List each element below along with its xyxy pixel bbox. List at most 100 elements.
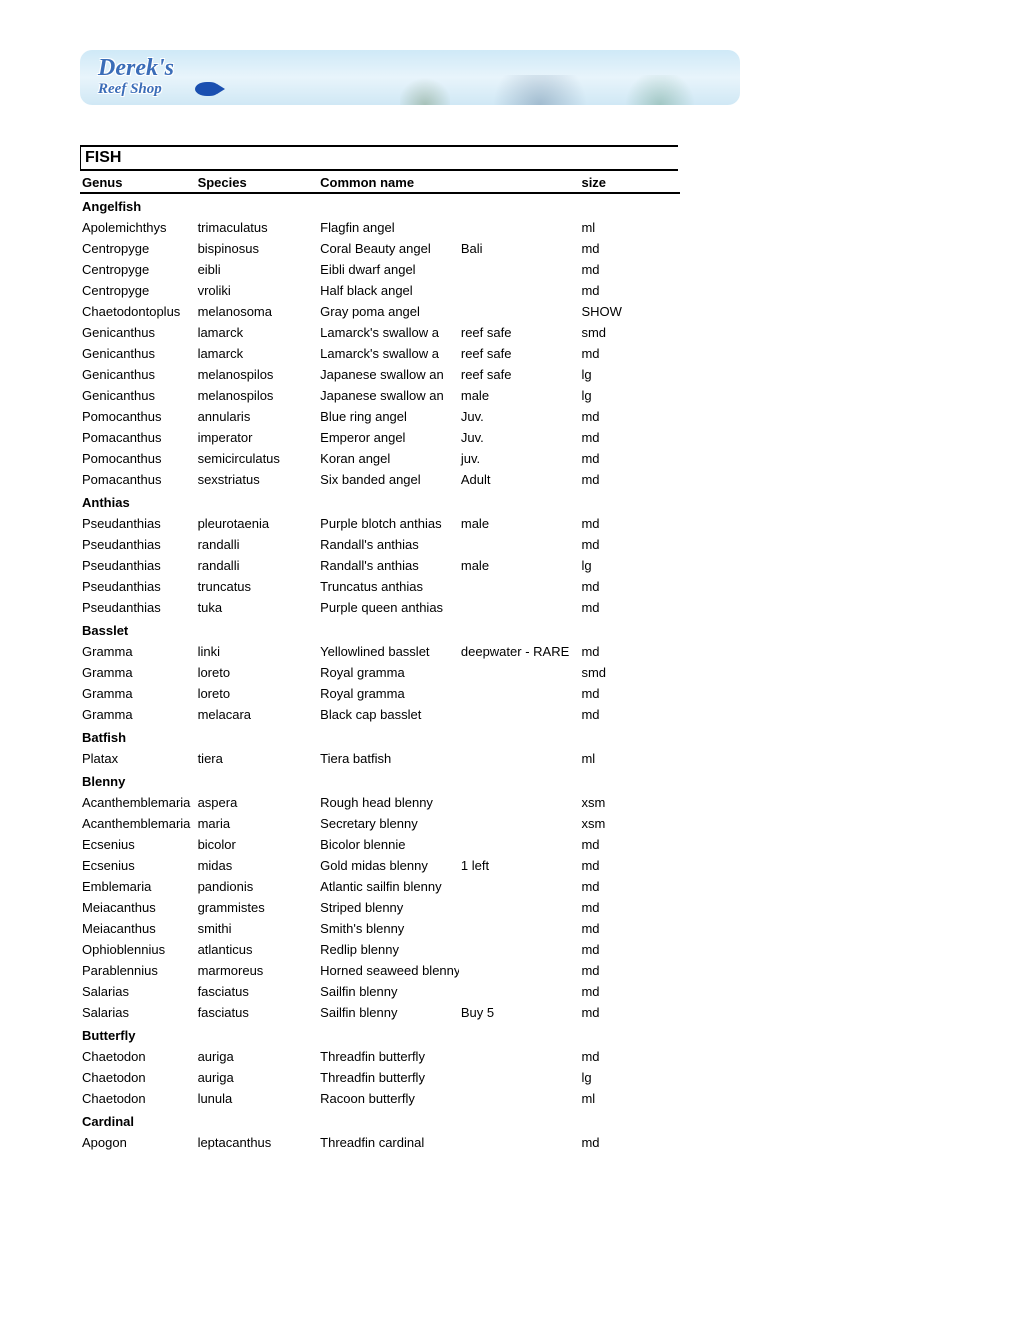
cell-note bbox=[459, 981, 580, 1002]
cell-note bbox=[459, 918, 580, 939]
group-header: Butterfly bbox=[80, 1023, 680, 1046]
cell-species: vroliki bbox=[196, 280, 319, 301]
cell-common: Bicolor blennie bbox=[318, 834, 459, 855]
cell-genus: Centropyge bbox=[80, 238, 196, 259]
cell-genus: Meiacanthus bbox=[80, 918, 196, 939]
cell-genus: Apolemichthys bbox=[80, 217, 196, 238]
cell-common: Randall's anthias bbox=[318, 555, 459, 576]
cell-species: melanospilos bbox=[196, 364, 319, 385]
cell-note bbox=[459, 301, 580, 322]
table-row: CentropygebispinosusCoral Beauty angelBa… bbox=[80, 238, 680, 259]
cell-size: md bbox=[579, 683, 680, 704]
cell-size: md bbox=[579, 1002, 680, 1023]
cell-common: Truncatus anthias bbox=[318, 576, 459, 597]
coral-decoration bbox=[400, 75, 450, 105]
cell-common: Threadfin butterfly bbox=[318, 1067, 459, 1088]
cell-size: md bbox=[579, 981, 680, 1002]
cell-size: md bbox=[579, 448, 680, 469]
cell-size: lg bbox=[579, 555, 680, 576]
cell-species: annularis bbox=[196, 406, 319, 427]
group-header: Batfish bbox=[80, 725, 680, 748]
cell-size: md bbox=[579, 834, 680, 855]
table-row: CentropygeeibliEibli dwarf angelmd bbox=[80, 259, 680, 280]
cell-species: tiera bbox=[196, 748, 319, 769]
cell-size: md bbox=[579, 960, 680, 981]
cell-common: Emperor angel bbox=[318, 427, 459, 448]
cell-genus: Chaetodon bbox=[80, 1088, 196, 1109]
group-header: Cardinal bbox=[80, 1109, 680, 1132]
cell-genus: Genicanthus bbox=[80, 343, 196, 364]
cell-common: Japanese swallow an bbox=[318, 364, 459, 385]
cell-note: reef safe bbox=[459, 364, 580, 385]
cell-species: truncatus bbox=[196, 576, 319, 597]
cell-genus: Chaetodontoplus bbox=[80, 301, 196, 322]
cell-size: xsm bbox=[579, 813, 680, 834]
cell-species: melanosoma bbox=[196, 301, 319, 322]
table-row: GrammaloretoRoyal grammasmd bbox=[80, 662, 680, 683]
cell-genus: Pseudanthias bbox=[80, 576, 196, 597]
cell-species: grammistes bbox=[196, 897, 319, 918]
cell-common: Striped blenny bbox=[318, 897, 459, 918]
fish-table: Genus Species Common name size Angelfish… bbox=[80, 171, 680, 1153]
cell-note: Juv. bbox=[459, 427, 580, 448]
cell-note: male bbox=[459, 513, 580, 534]
cell-species: midas bbox=[196, 855, 319, 876]
content-area: FISH Genus Species Common name size Ange… bbox=[80, 145, 680, 1153]
table-row: PseudanthiastruncatusTruncatus anthiasmd bbox=[80, 576, 680, 597]
cell-note bbox=[459, 897, 580, 918]
cell-genus: Apogon bbox=[80, 1132, 196, 1153]
cell-common: Six banded angel bbox=[318, 469, 459, 490]
table-row: PseudanthiasrandalliRandall's anthiasmd bbox=[80, 534, 680, 555]
cell-species: eibli bbox=[196, 259, 319, 280]
table-row: AcanthemblemariamariaSecretary blennyxsm bbox=[80, 813, 680, 834]
cell-note: reef safe bbox=[459, 322, 580, 343]
cell-genus: Pomacanthus bbox=[80, 427, 196, 448]
cell-size: md bbox=[579, 641, 680, 662]
cell-size: SHOW bbox=[579, 301, 680, 322]
cell-common: Atlantic sailfin blenny bbox=[318, 876, 459, 897]
cell-species: leptacanthus bbox=[196, 1132, 319, 1153]
cell-common: Eibli dwarf angel bbox=[318, 259, 459, 280]
cell-note bbox=[459, 939, 580, 960]
cell-common: Gold midas blenny bbox=[318, 855, 459, 876]
cell-common: Koran angel bbox=[318, 448, 459, 469]
cell-size: md bbox=[579, 513, 680, 534]
cell-note bbox=[459, 792, 580, 813]
shop-banner: Derek's Reef Shop bbox=[80, 50, 740, 105]
table-row: PomocanthusannularisBlue ring angelJuv.m… bbox=[80, 406, 680, 427]
cell-species: melanospilos bbox=[196, 385, 319, 406]
cell-genus: Gramma bbox=[80, 641, 196, 662]
group-name: Angelfish bbox=[80, 193, 680, 217]
table-row: ChaetodonaurigaThreadfin butterflylg bbox=[80, 1067, 680, 1088]
cell-note bbox=[459, 834, 580, 855]
group-name: Butterfly bbox=[80, 1023, 680, 1046]
cell-size: md bbox=[579, 238, 680, 259]
cell-species: smithi bbox=[196, 918, 319, 939]
col-species: Species bbox=[196, 171, 319, 193]
shop-logo-text: Derek's Reef Shop bbox=[98, 56, 174, 97]
cell-common: Smith's blenny bbox=[318, 918, 459, 939]
cell-note: reef safe bbox=[459, 343, 580, 364]
table-row: SalariasfasciatusSailfin blennymd bbox=[80, 981, 680, 1002]
cell-genus: Gramma bbox=[80, 662, 196, 683]
cell-common: Blue ring angel bbox=[318, 406, 459, 427]
table-row: PseudanthiaspleurotaeniaPurple blotch an… bbox=[80, 513, 680, 534]
cell-common: Black cap basslet bbox=[318, 704, 459, 725]
cell-note bbox=[459, 748, 580, 769]
cell-species: randalli bbox=[196, 534, 319, 555]
cell-size: md bbox=[579, 704, 680, 725]
cell-common: Purple blotch anthias bbox=[318, 513, 459, 534]
cell-genus: Salarias bbox=[80, 1002, 196, 1023]
cell-size: xsm bbox=[579, 792, 680, 813]
cell-note bbox=[459, 1067, 580, 1088]
cell-common: Sailfin blenny bbox=[318, 1002, 459, 1023]
cell-common: Purple queen anthias bbox=[318, 597, 459, 618]
cell-genus: Ecsenius bbox=[80, 855, 196, 876]
cell-genus: Chaetodon bbox=[80, 1046, 196, 1067]
section-title: FISH bbox=[80, 145, 678, 171]
table-row: ChaetodonlunulaRacoon butterflyml bbox=[80, 1088, 680, 1109]
cell-note bbox=[459, 813, 580, 834]
cell-common: Secretary blenny bbox=[318, 813, 459, 834]
cell-common: Coral Beauty angel bbox=[318, 238, 459, 259]
cell-note bbox=[459, 534, 580, 555]
